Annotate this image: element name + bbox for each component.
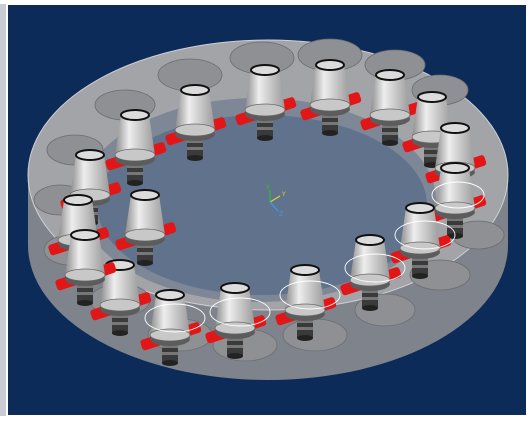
axis-label: Y	[281, 191, 286, 198]
axis-line	[269, 195, 281, 203]
axis-triad: Y X Z	[266, 184, 286, 218]
axis-line	[269, 201, 279, 212]
axis-label: Z	[279, 211, 283, 218]
selection-outlines	[144, 181, 485, 333]
axis-label: X	[266, 184, 270, 191]
left-strip	[0, 4, 6, 416]
